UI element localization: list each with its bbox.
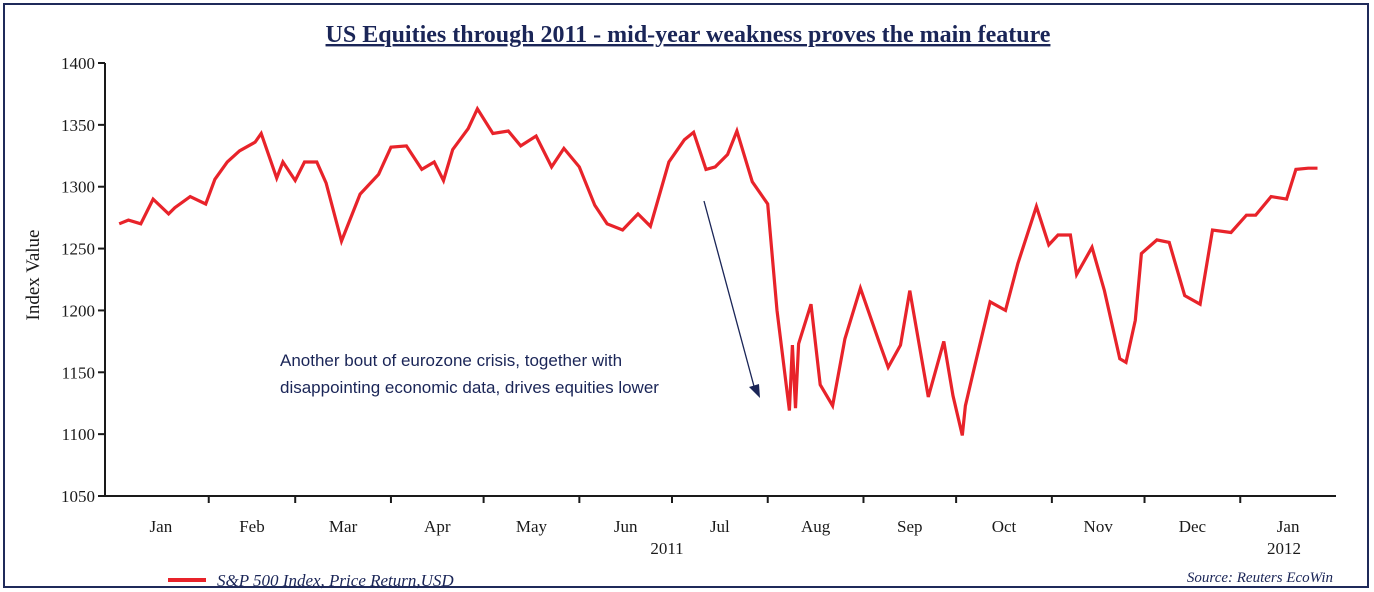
x-month-label: Jan xyxy=(1277,517,1300,536)
y-axis-title: Index Value xyxy=(23,230,44,321)
annotation-arrowhead xyxy=(749,384,760,398)
chart-svg: US Equities through 2011 - mid-year weak… xyxy=(23,22,1336,590)
y-tick-label: 1350 xyxy=(61,116,95,135)
x-month-label: Feb xyxy=(239,517,265,536)
y-tick-label: 1250 xyxy=(61,240,95,259)
year-label-2012: 2012 xyxy=(1267,539,1301,558)
annotation-text-line2: disappointing economic data, drives equi… xyxy=(280,378,659,397)
y-tick-label: 1050 xyxy=(61,487,95,506)
annotation-arrow xyxy=(703,200,756,391)
x-month-label: May xyxy=(516,517,548,536)
source-label: Source: Reuters EcoWin xyxy=(1187,570,1333,586)
chart-frame: US Equities through 2011 - mid-year weak… xyxy=(3,3,1369,590)
x-month-label: Apr xyxy=(424,517,451,536)
chart-title: US Equities through 2011 - mid-year weak… xyxy=(326,22,1051,48)
x-month-label: Oct xyxy=(992,517,1017,536)
y-tick-label: 1200 xyxy=(61,301,95,320)
y-tick-label: 1300 xyxy=(61,178,95,197)
x-month-label: Mar xyxy=(329,517,358,536)
year-label-2011: 2011 xyxy=(650,539,683,558)
x-month-label: Jan xyxy=(150,517,173,536)
y-tick-label: 1150 xyxy=(62,363,95,382)
x-month-label: Jun xyxy=(614,517,638,536)
y-tick-label: 1100 xyxy=(62,425,95,444)
y-tick-label: 1400 xyxy=(61,54,95,73)
series-line-sp500 xyxy=(118,105,1318,436)
x-month-label: Aug xyxy=(801,517,831,536)
x-month-label: Dec xyxy=(1179,517,1207,536)
legend-swatch xyxy=(168,578,206,582)
x-ticks xyxy=(207,496,1242,503)
y-ticks: 1050 1100 1150 1200 1250 1300 1350 1400 xyxy=(61,54,105,506)
x-month-label: Nov xyxy=(1084,517,1114,536)
annotation-text-line1: Another bout of eurozone crisis, togethe… xyxy=(280,351,622,370)
x-month-label: Sep xyxy=(897,517,923,536)
legend-label: S&P 500 Index, Price Return,USD xyxy=(217,571,454,590)
x-month-labels: Jan Feb Mar Apr May Jun Jul Aug Sep Oct Nov Dec Jan xyxy=(150,517,1300,536)
x-month-label: Jul xyxy=(710,517,730,536)
